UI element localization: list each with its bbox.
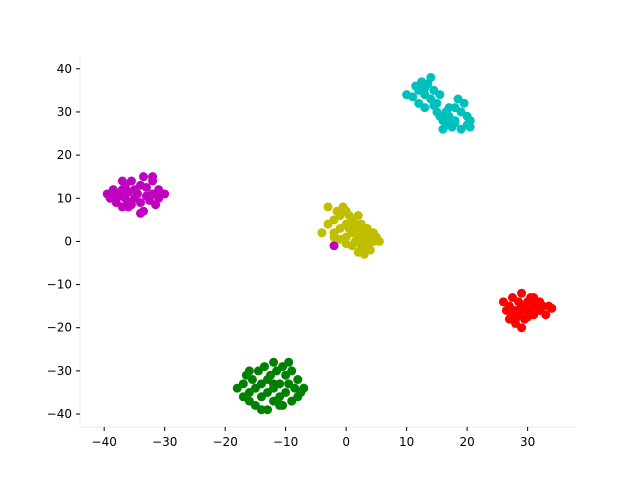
scatter-point: [420, 83, 430, 93]
x-tick-label: −40: [92, 435, 117, 449]
y-tick-label: 30: [57, 105, 72, 119]
scatter-point: [429, 100, 439, 110]
scatter-series: [317, 202, 384, 259]
scatter-point: [269, 379, 279, 389]
scatter-point: [435, 90, 445, 100]
scatter-point: [408, 92, 418, 102]
scatter-point: [541, 310, 551, 320]
x-tick-label: −30: [152, 435, 177, 449]
scatter-point: [323, 202, 333, 212]
scatter-series: [232, 357, 309, 415]
scatter-point: [347, 241, 357, 251]
scatter-point: [293, 375, 303, 385]
y-tick-label: 0: [64, 234, 72, 248]
scatter-point: [517, 288, 527, 298]
scatter-point: [420, 103, 430, 113]
scatter-point: [517, 323, 527, 333]
scatter-point: [135, 198, 145, 208]
y-tick-label: 10: [57, 191, 72, 205]
y-tick-label: −30: [47, 364, 72, 378]
scatter-point: [275, 400, 285, 410]
y-tick-label: 40: [57, 62, 72, 76]
x-tick-label: 30: [520, 435, 535, 449]
scatter-point: [353, 211, 363, 221]
x-tick-label: 10: [399, 435, 414, 449]
scatter-point: [287, 366, 297, 376]
scatter-point: [259, 362, 269, 372]
scatter-point: [329, 232, 339, 242]
scatter-point: [148, 172, 158, 182]
scatter-point: [459, 98, 469, 108]
scatter-point: [329, 241, 339, 251]
scatter-point: [547, 303, 557, 313]
scatter-series: [402, 72, 475, 134]
scatter-point: [299, 383, 309, 393]
scatter-point: [450, 118, 460, 128]
scatter-point: [426, 72, 436, 82]
axes: −40 −30 −20 −10 0 10 20 30 −40 −30 −20 −10 0 10 20 30 40: [47, 58, 576, 449]
scatter-point: [317, 228, 327, 238]
scatter-series: [102, 172, 339, 251]
scatter-point: [123, 202, 133, 212]
y-tick-label: −20: [47, 321, 72, 335]
scatter-point: [374, 236, 384, 246]
scatter-point: [507, 310, 517, 320]
scatter-point: [142, 182, 152, 192]
x-tick-label: −20: [213, 435, 238, 449]
y-tick-label: −40: [47, 407, 72, 421]
scatter-point: [359, 249, 369, 259]
data-points: [102, 72, 557, 415]
scatter-point: [281, 387, 291, 397]
scatter-point: [465, 116, 475, 126]
scatter-point: [132, 189, 142, 199]
scatter-point: [535, 297, 545, 307]
scatter-point: [256, 405, 266, 415]
scatter-point: [160, 189, 170, 199]
scatter-point: [269, 357, 279, 367]
scatter-point: [247, 375, 257, 385]
scatter-point: [444, 103, 454, 113]
scatter-point: [520, 305, 530, 315]
x-tick-label: 0: [342, 435, 350, 449]
scatter-point: [117, 176, 127, 186]
scatter-point: [139, 172, 149, 182]
scatter-point: [126, 176, 136, 186]
scatter-point: [238, 379, 248, 389]
scatter-point: [244, 366, 254, 376]
scatter-point: [465, 122, 475, 132]
scatter-series: [498, 288, 557, 333]
x-tick-label: 20: [459, 435, 474, 449]
scatter-point: [284, 357, 294, 367]
y-tick-label: 20: [57, 148, 72, 162]
y-tick-label: −10: [47, 278, 72, 292]
plot-area: [80, 58, 576, 427]
scatter-point: [135, 208, 145, 218]
x-tick-label: −10: [273, 435, 298, 449]
